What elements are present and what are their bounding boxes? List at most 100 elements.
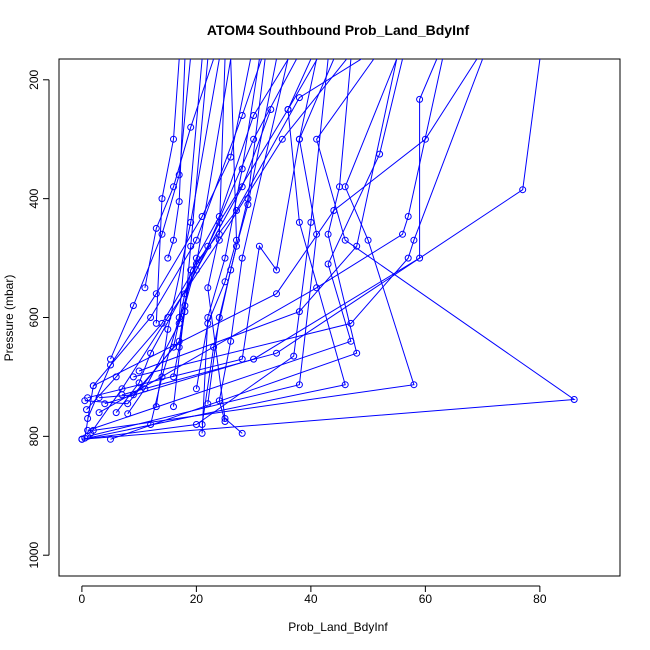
series-line — [87, 59, 252, 419]
data-point — [255, 242, 263, 250]
data-point — [273, 349, 280, 357]
data-point — [295, 218, 303, 226]
data-point — [129, 302, 137, 310]
x-tick-label: 20 — [190, 592, 204, 606]
x-tick-label: 40 — [304, 592, 318, 606]
data-point — [295, 381, 303, 389]
data-point — [410, 381, 418, 389]
x-axis: 0 20 40 60 80 — [79, 585, 547, 606]
data-point — [570, 396, 578, 403]
data-point — [313, 230, 321, 238]
series-line — [138, 59, 398, 372]
data-point — [221, 415, 229, 422]
data-point — [164, 254, 172, 262]
data-point — [192, 236, 200, 244]
x-tick-label: 80 — [533, 592, 547, 606]
plot-area-frame — [58, 58, 621, 577]
data-point — [187, 123, 195, 131]
data-point — [353, 349, 361, 357]
data-point — [147, 349, 155, 357]
data-point — [84, 415, 92, 422]
series-line — [167, 59, 186, 259]
data-point — [221, 254, 229, 262]
data-point — [141, 284, 149, 292]
data-point — [158, 230, 166, 238]
data-point — [95, 409, 103, 417]
data-point — [152, 290, 160, 298]
x-tick-label: 60 — [419, 592, 433, 606]
data-point — [170, 135, 177, 143]
data-point — [192, 385, 200, 393]
data-point — [295, 308, 303, 316]
series-line — [81, 59, 576, 440]
data-point — [198, 213, 206, 220]
data-point — [399, 230, 406, 238]
series-line — [110, 59, 358, 440]
data-point — [210, 343, 218, 351]
series-line — [155, 59, 220, 407]
series-line — [87, 59, 403, 431]
data-point — [129, 373, 137, 381]
data-point — [107, 355, 114, 363]
data-point — [118, 391, 126, 399]
data-point — [181, 302, 189, 310]
data-point — [89, 382, 97, 390]
series-line — [87, 59, 335, 399]
data-point — [187, 218, 195, 226]
y-tick-label: 200 — [27, 69, 41, 89]
data-point — [215, 314, 223, 321]
data-point — [324, 260, 332, 268]
data-point — [273, 290, 280, 298]
series-line — [93, 59, 478, 387]
data-point — [152, 224, 160, 232]
data-point — [290, 352, 298, 360]
data-point — [135, 379, 143, 387]
data-point — [187, 242, 195, 250]
data-point — [284, 106, 292, 113]
data-point — [273, 266, 280, 274]
data-point — [147, 314, 155, 321]
data-point — [152, 319, 160, 327]
series-line — [87, 59, 318, 437]
data-point — [347, 319, 355, 327]
data-point — [107, 435, 114, 443]
data-point — [198, 429, 206, 437]
data-point — [227, 266, 235, 274]
chart-title: ATOM4 Southbound Prob_Land_BdyInf — [207, 22, 470, 38]
series-line — [207, 59, 243, 434]
series-line — [133, 59, 484, 378]
series-line — [84, 59, 263, 439]
data-point — [341, 183, 349, 191]
data-point — [192, 260, 200, 268]
data-point — [238, 254, 246, 262]
data-point — [192, 421, 200, 428]
y-axis-label: Pressure (mbar) — [2, 275, 16, 362]
series-layer — [78, 59, 578, 443]
data-point — [341, 236, 349, 244]
data-point — [244, 201, 252, 209]
data-point — [307, 218, 315, 226]
data-point — [83, 406, 90, 414]
y-tick-label: 400 — [27, 188, 41, 208]
data-point — [267, 106, 275, 113]
series-line — [201, 59, 260, 434]
y-tick-label: 800 — [27, 426, 41, 446]
y-tick-label: 600 — [27, 307, 41, 327]
x-axis-label: Prob_Land_BdyInf — [288, 620, 388, 634]
data-point — [78, 435, 86, 443]
data-point — [112, 409, 120, 417]
data-point — [324, 230, 332, 238]
data-point — [135, 367, 143, 375]
data-point — [519, 186, 527, 194]
data-point — [416, 254, 424, 262]
series-line — [155, 59, 180, 324]
data-point — [84, 394, 92, 402]
data-point — [421, 135, 429, 143]
y-tick-label: 1000 — [27, 542, 41, 569]
data-point — [364, 236, 372, 244]
data-point — [124, 400, 132, 408]
data-point — [238, 429, 246, 437]
data-point — [158, 195, 166, 203]
data-point — [404, 213, 412, 220]
